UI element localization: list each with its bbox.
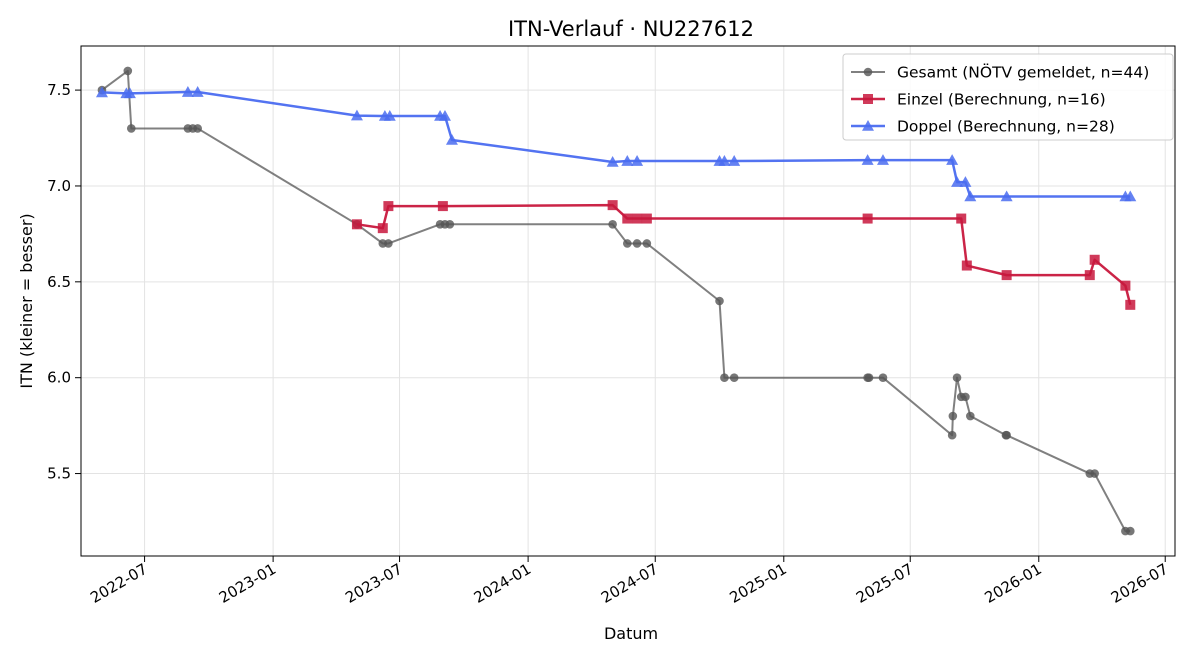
data-point (946, 154, 959, 165)
data-point (123, 66, 133, 76)
data-point (720, 373, 729, 382)
y-axis-label: ITN (kleiner = besser) (17, 213, 36, 388)
data-point (126, 124, 136, 133)
data-point (956, 213, 967, 224)
data-point (862, 213, 873, 224)
y-tick-label: 6.5 (47, 273, 71, 291)
legend-entry: Einzel (Berechnung, n=16) (851, 91, 1106, 109)
x-axis-label: Datum (604, 624, 658, 643)
data-point (123, 87, 136, 99)
data-point (961, 392, 970, 402)
legend-marker (862, 120, 874, 131)
data-point (951, 176, 964, 187)
data-point (193, 124, 202, 133)
legend-label: Gesamt (NÖTV gemeldet, n=44) (897, 63, 1149, 82)
data-point (1001, 270, 1012, 281)
data-point (947, 430, 957, 440)
data-point (1125, 526, 1135, 536)
data-point (966, 411, 975, 421)
data-point (383, 201, 394, 212)
data-point (864, 373, 874, 382)
data-point (641, 213, 652, 224)
data-point (607, 200, 618, 211)
x-tick-label: 2022-07 (87, 560, 150, 607)
data-point (623, 239, 632, 248)
data-point (1090, 469, 1099, 478)
data-point (632, 213, 643, 224)
data-point (622, 213, 633, 224)
x-tick-label: 2025-01 (726, 560, 789, 607)
series-line (101, 69, 1131, 533)
x-tick-label: 2024-07 (598, 560, 661, 607)
data-point (191, 86, 204, 97)
data-point (632, 239, 642, 248)
data-point (351, 219, 362, 230)
data-point (1125, 299, 1136, 310)
data-point (383, 109, 396, 121)
chart-title: ITN-Verlauf · NU227612 (508, 17, 754, 41)
data-point (1124, 190, 1137, 202)
data-point (1002, 430, 1011, 440)
data-point (715, 296, 724, 306)
y-tick-label: 7.0 (47, 177, 71, 195)
data-point (876, 154, 889, 165)
legend-label: Doppel (Berechnung, n=28) (897, 118, 1115, 136)
data-point (959, 176, 972, 187)
x-tick-label: 2026-01 (981, 560, 1044, 607)
data-point (1120, 280, 1131, 291)
data-point (621, 155, 634, 166)
data-point (861, 154, 874, 165)
axes: 5.5 6.0 6.5 7.0 7.5 2022-07 2023-01 2023-07 2024… (47, 81, 1171, 607)
legend: Gesamt (NÖTV gemeldet, n=44) Einzel (Bere… (842, 53, 1174, 141)
data-point (608, 220, 617, 229)
y-tick-label: 5.5 (47, 465, 71, 483)
data-point (952, 373, 962, 382)
data-point (445, 133, 458, 145)
data-point (642, 239, 652, 248)
legend-marker (863, 94, 873, 104)
legend-box (842, 53, 1174, 141)
series-line (356, 203, 1132, 306)
legend-entry: Gesamt (NÖTV gemeldet, n=44) (851, 63, 1149, 82)
data-point (606, 155, 619, 167)
x-tick-label: 2023-01 (216, 560, 279, 607)
data-point (377, 223, 388, 234)
legend-entry: Doppel (Berechnung, n=28) (851, 118, 1115, 136)
x-tick-label: 2025-07 (853, 560, 916, 607)
series-circle (97, 66, 1135, 536)
plot-frame (80, 45, 1176, 557)
data-point (181, 86, 194, 97)
data-point (1084, 270, 1095, 281)
series-layer (95, 66, 1137, 536)
data-point (728, 155, 741, 166)
data-point (718, 155, 731, 166)
data-point (438, 109, 451, 121)
legend-marker (863, 67, 873, 77)
data-point (631, 155, 644, 166)
series-triangle (95, 86, 1137, 202)
data-point (1000, 190, 1013, 202)
data-point (437, 201, 448, 212)
data-point (350, 109, 363, 121)
x-tick-label: 2024-01 (471, 560, 534, 607)
data-point (729, 373, 739, 382)
data-point (948, 411, 958, 421)
data-point (878, 373, 888, 382)
y-tick-label: 6.0 (47, 369, 71, 387)
data-point (1089, 254, 1100, 265)
data-point (445, 220, 455, 229)
data-point (95, 86, 108, 98)
series-square (351, 200, 1136, 310)
legend-label: Einzel (Berechnung, n=16) (897, 91, 1106, 109)
x-tick-label: 2026-07 (1108, 560, 1171, 607)
data-point (961, 260, 972, 271)
y-tick-label: 7.5 (47, 81, 71, 99)
x-tick-label: 2023-07 (342, 560, 405, 607)
data-point (964, 190, 977, 202)
data-point (384, 239, 393, 248)
